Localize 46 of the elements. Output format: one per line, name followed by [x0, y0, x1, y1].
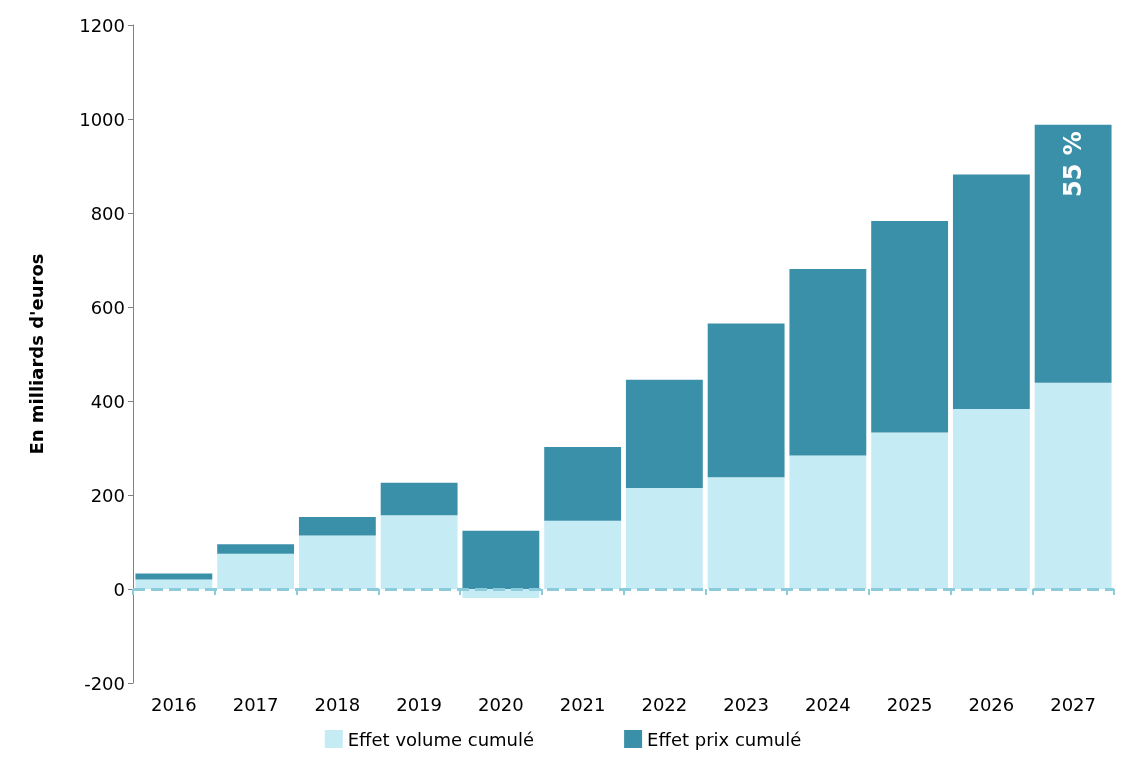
- x-tick-label: 2025: [886, 693, 933, 715]
- bar: [380, 482, 458, 516]
- bar: [298, 535, 376, 589]
- x-tick-label: 2018: [314, 693, 361, 715]
- bar: [217, 544, 295, 554]
- x-tick-label: 2026: [968, 693, 1015, 715]
- bar: [707, 477, 785, 589]
- y-tick-label: 1000: [79, 108, 125, 130]
- x-tick-label: 2022: [641, 693, 688, 715]
- x-tick-label: 2024: [804, 693, 851, 715]
- bar: [298, 517, 376, 536]
- bar: [544, 520, 622, 589]
- bar: [871, 220, 949, 433]
- x-tick-label: 2020: [477, 693, 524, 715]
- y-axis-title: En milliards d'euros: [25, 253, 47, 455]
- legend-label: Effet prix cumulé: [647, 728, 802, 750]
- bar: [625, 379, 703, 488]
- bar: [625, 487, 703, 589]
- bar: [952, 174, 1030, 409]
- x-tick-label: 2021: [559, 693, 606, 715]
- x-tick-label: 2017: [232, 693, 279, 715]
- bar: [1034, 382, 1112, 589]
- bar: [380, 515, 458, 589]
- annotation: 55 %: [1059, 131, 1088, 197]
- bar: [217, 553, 295, 589]
- x-tick-label: 2019: [396, 693, 443, 715]
- y-tick-label: 0: [113, 578, 125, 600]
- x-tick-label: 2016: [150, 693, 197, 715]
- bar: [789, 268, 867, 456]
- y-tick-label: 1200: [79, 14, 125, 36]
- bar: [871, 432, 949, 589]
- y-tick-label: 400: [90, 390, 125, 412]
- y-tick-label: 800: [90, 202, 125, 224]
- y-tick-label: -200: [84, 672, 125, 694]
- bar: [707, 323, 785, 478]
- bar: [462, 530, 540, 589]
- bar: [789, 455, 867, 589]
- x-tick-label: 2027: [1050, 693, 1097, 715]
- legend-label: Effet volume cumulé: [347, 728, 535, 750]
- bar: [952, 408, 1030, 589]
- x-tick-label: 2023: [723, 693, 770, 715]
- bar: [135, 573, 213, 580]
- y-tick-label: 600: [90, 296, 125, 318]
- bar: [1034, 124, 1112, 383]
- y-tick-label: 200: [90, 484, 125, 506]
- bar: [544, 447, 622, 521]
